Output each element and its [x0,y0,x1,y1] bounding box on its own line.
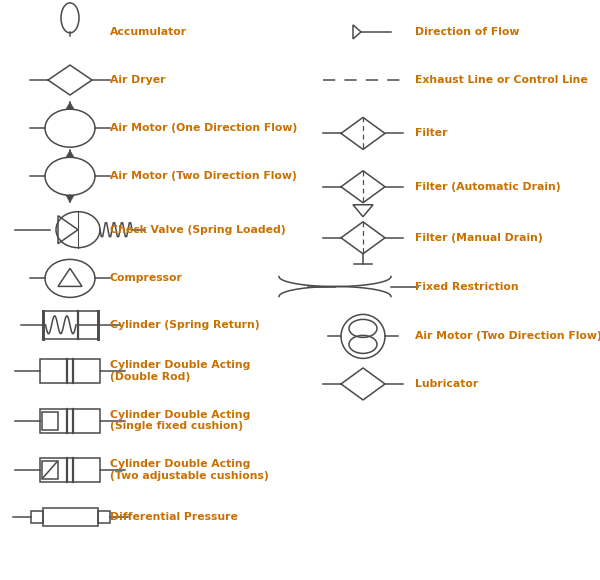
Text: Differential Pressure: Differential Pressure [110,512,238,523]
Text: Direction of Flow: Direction of Flow [415,27,520,37]
Bar [40,408,100,433]
Bar [43,508,97,527]
Text: Air Motor (One Direction Flow): Air Motor (One Direction Flow) [110,123,297,133]
Text: Cylinder (Spring Return): Cylinder (Spring Return) [110,320,260,330]
Text: Filter (Manual Drain): Filter (Manual Drain) [415,233,543,243]
Text: Cylinder Double Acting
(Double Rod): Cylinder Double Acting (Double Rod) [110,360,250,382]
Text: Cylinder Double Acting
(Two adjustable cushions): Cylinder Double Acting (Two adjustable c… [110,459,269,481]
Text: Air Motor (Two Direction Flow): Air Motor (Two Direction Flow) [415,331,600,342]
Bar [97,512,110,523]
Bar [42,411,58,430]
Bar [40,359,100,383]
Text: Filter: Filter [415,128,448,139]
Polygon shape [66,102,74,109]
Text: Check Valve (Spring Loaded): Check Valve (Spring Loaded) [110,224,286,235]
Text: Fixed Restriction: Fixed Restriction [415,281,518,292]
Text: Accumulator: Accumulator [110,27,187,37]
Text: Air Dryer: Air Dryer [110,75,166,85]
Bar [40,458,100,482]
Bar [42,461,58,479]
Text: Lubricator: Lubricator [415,379,478,389]
Text: Exhaust Line or Control Line: Exhaust Line or Control Line [415,75,588,85]
Polygon shape [66,195,74,202]
Text: Air Motor (Two Direction Flow): Air Motor (Two Direction Flow) [110,171,297,182]
Text: Filter (Automatic Drain): Filter (Automatic Drain) [415,182,560,192]
Polygon shape [66,150,74,157]
Text: Cylinder Double Acting
(Single fixed cushion): Cylinder Double Acting (Single fixed cus… [110,409,250,432]
Text: Compressor: Compressor [110,273,183,284]
Bar [31,512,43,523]
